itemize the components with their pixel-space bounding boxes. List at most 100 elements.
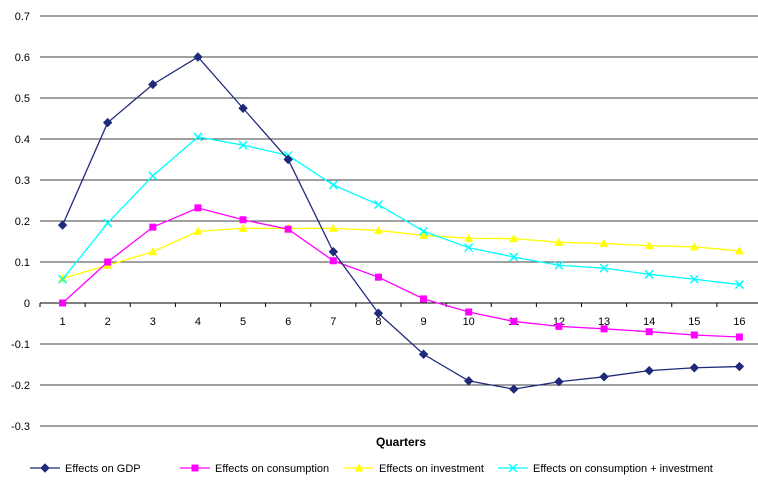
data-point bbox=[419, 230, 429, 239]
data-point bbox=[734, 361, 745, 372]
data-point bbox=[599, 239, 609, 248]
x-tick-label: 2 bbox=[105, 316, 111, 328]
legend-marker bbox=[508, 463, 518, 473]
data-point bbox=[734, 246, 744, 255]
data-point bbox=[554, 377, 564, 387]
data-point bbox=[58, 273, 68, 282]
data-point bbox=[103, 218, 113, 228]
x-tick-label: 15 bbox=[688, 316, 700, 328]
data-point bbox=[329, 257, 337, 265]
data-point bbox=[102, 117, 113, 128]
x-tick-label: 7 bbox=[330, 316, 336, 328]
data-point bbox=[644, 269, 654, 279]
data-point bbox=[420, 295, 428, 303]
data-point bbox=[600, 325, 608, 333]
data-point bbox=[554, 260, 564, 270]
data-point bbox=[238, 223, 248, 232]
data-point bbox=[464, 243, 474, 253]
y-tick-label: 0.2 bbox=[15, 216, 30, 228]
x-tick-label: 14 bbox=[643, 316, 655, 328]
marker-stroke bbox=[58, 274, 68, 284]
y-tick-label: 0.4 bbox=[15, 134, 30, 146]
data-point bbox=[689, 363, 700, 373]
data-point bbox=[464, 233, 474, 242]
data-point bbox=[599, 372, 609, 382]
marker-stroke bbox=[508, 463, 518, 473]
y-tick-label: -0.1 bbox=[11, 339, 30, 351]
x-tick-label: 6 bbox=[285, 316, 291, 328]
y-tick-label: 0 bbox=[24, 298, 30, 310]
data-point bbox=[509, 234, 519, 243]
x-tick-label: 4 bbox=[195, 316, 201, 328]
data-point bbox=[238, 103, 248, 113]
x-tick-label: 5 bbox=[240, 316, 246, 328]
data-point bbox=[463, 376, 474, 386]
data-point bbox=[690, 331, 698, 339]
data-point bbox=[148, 247, 158, 256]
legend-label: Effects on investment bbox=[379, 463, 484, 475]
legend-label: Effects on GDP bbox=[65, 463, 141, 475]
marker-stroke bbox=[644, 269, 654, 279]
marker-stroke bbox=[148, 171, 158, 181]
x-tick-label: 10 bbox=[463, 316, 475, 328]
y-tick-label: -0.3 bbox=[11, 421, 30, 433]
x-tick-label: 1 bbox=[60, 316, 66, 328]
x-tick-label: 16 bbox=[733, 316, 745, 328]
data-point bbox=[149, 223, 157, 231]
series-line bbox=[62, 227, 740, 280]
y-tick-label: 0.3 bbox=[15, 175, 30, 187]
x-tick-label: 9 bbox=[421, 316, 427, 328]
data-point bbox=[373, 225, 383, 234]
legend-item: Effects on consumption + investment bbox=[498, 463, 713, 475]
series-line bbox=[62, 207, 740, 338]
x-axis-tick-labels: 12345678910111213141516 bbox=[60, 316, 746, 328]
y-tick-label: -0.2 bbox=[11, 380, 30, 392]
y-axis-tick-labels: 0.7 0.6 0.5 0.4 0.3 0.2 0.1 0 -0.1 -0.2 -0.3 bbox=[11, 11, 30, 433]
data-point bbox=[555, 322, 563, 330]
series-effects-on-consumption bbox=[59, 204, 743, 341]
data-point bbox=[734, 280, 744, 290]
data-point bbox=[148, 79, 158, 90]
y-tick-label: 0.1 bbox=[15, 257, 30, 269]
marker-stroke bbox=[373, 200, 383, 210]
data-point bbox=[239, 216, 247, 224]
x-tick-label: 3 bbox=[150, 316, 156, 328]
gridlines bbox=[40, 15, 758, 427]
data-point bbox=[645, 328, 653, 336]
legend-item: Effects on investment bbox=[344, 463, 484, 475]
marker-stroke bbox=[238, 140, 248, 150]
marker-stroke bbox=[328, 180, 338, 190]
data-point bbox=[509, 252, 519, 262]
data-point bbox=[374, 273, 382, 281]
data-point bbox=[284, 225, 292, 233]
marker-stroke bbox=[193, 132, 203, 142]
data-point bbox=[373, 200, 383, 210]
data-point bbox=[554, 237, 564, 246]
data-point bbox=[193, 52, 203, 62]
legend-marker bbox=[191, 464, 199, 472]
data-point bbox=[58, 274, 68, 284]
y-tick-label: 0.5 bbox=[15, 93, 30, 105]
x-axis bbox=[39, 302, 758, 307]
data-point bbox=[689, 274, 699, 284]
data-point bbox=[59, 299, 67, 307]
data-point bbox=[194, 204, 202, 212]
marker-stroke bbox=[509, 252, 519, 262]
data-point bbox=[104, 258, 112, 266]
data-point bbox=[328, 223, 338, 232]
legend-marker bbox=[40, 463, 50, 473]
legend-marker bbox=[354, 463, 364, 472]
series-line bbox=[62, 136, 740, 286]
data-point bbox=[644, 241, 654, 250]
y-tick-label: 0.6 bbox=[15, 52, 30, 64]
legend-item: Effects on GDP bbox=[30, 463, 141, 475]
legend-item: Effects on consumption bbox=[180, 463, 329, 475]
data-point bbox=[644, 365, 654, 376]
data-point bbox=[57, 220, 68, 230]
marker-stroke bbox=[599, 263, 609, 273]
series-effects-on-gdp bbox=[57, 52, 745, 394]
marker-stroke bbox=[103, 218, 113, 228]
series-effects-on-consumption-investment bbox=[58, 132, 744, 290]
data-point bbox=[509, 384, 519, 394]
